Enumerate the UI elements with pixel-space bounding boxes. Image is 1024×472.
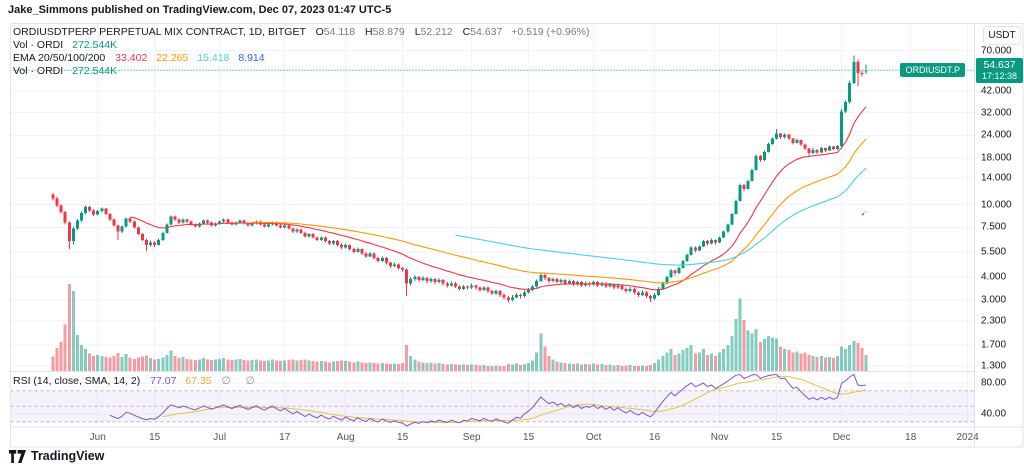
time-axis-label: Dec [832, 432, 851, 443]
candles [51, 55, 868, 303]
time-axis-label: 17 [279, 432, 291, 443]
volume-label: Vol · ORDI [13, 38, 64, 51]
price-axis-label: 40.00 [981, 408, 1007, 420]
rsi-row[interactable]: RSI (14, close, SMA, 14, 2) 77.07 67.35 … [13, 375, 261, 388]
rsi-ma-value: 67.35 [185, 375, 212, 387]
price-axis-label: 14.000 [981, 172, 1012, 184]
rsi-lines [109, 373, 867, 427]
time-axis[interactable]: Jun 15 Jul 17 Aug 15 Sep 15 Oct 16 Nov 15 Dec 18 2024 [0, 427, 1024, 447]
volume2-value: 272.544K [72, 64, 118, 77]
price-axis-label: 32.000 [981, 107, 1012, 119]
volume-row[interactable]: Vol · ORDI 272.544K [13, 39, 589, 52]
price-axis[interactable]: 70.000 42.000 32.000 24.000 18.000 14.000 10.0… [975, 24, 1024, 427]
price-axis-label: 7.500 [981, 221, 1007, 233]
symbol-price-label: ORDIUSDT.P [900, 63, 965, 78]
price-axis-label: 18.000 [981, 152, 1012, 164]
ema-row[interactable]: EMA 20/50/100/200 33.402 22.265 15.418 8… [13, 52, 589, 65]
time-axis-label: 15 [523, 432, 535, 443]
price-axis-label: 5.500 [981, 246, 1007, 258]
bar-countdown: 17:12:38 [981, 71, 1018, 82]
chart-legend: ORDIUSDTPERP PERPETUAL MIX CONTRACT, 1D,… [13, 26, 589, 78]
ema200-value: 8.914 [238, 51, 265, 64]
time-axis-label: Aug [336, 432, 355, 443]
ema20-value: 33.402 [115, 51, 148, 64]
rsi-label: RSI (14, close, SMA, 14, 2) [13, 375, 141, 387]
time-axis-label: 18 [905, 432, 917, 443]
tradingview-attribution[interactable]: TradingView [9, 449, 104, 463]
time-axis-label: 15 [397, 432, 409, 443]
tradingview-logo-icon [9, 449, 26, 463]
ohlc-close: C54.637 [462, 26, 503, 38]
time-axis-label: 2024 [956, 432, 979, 443]
volume2-label: Vol · ORDI [13, 64, 64, 77]
ema100-value: 15.418 [197, 51, 230, 64]
time-axis-label: 15 [771, 432, 783, 443]
tradingview-wordmark: TradingView [31, 449, 105, 463]
last-price-tag: 54.637 17:12:38 [976, 58, 1023, 84]
ema20-line [130, 106, 867, 291]
price-axis-label: 10.000 [981, 199, 1012, 211]
ema-lines [130, 106, 867, 291]
volume-bars [51, 284, 868, 371]
change-value: +0.519 (+0.96%) [511, 26, 590, 38]
ohlc-open: O54.118 [315, 26, 356, 38]
publish-header: Jake_Simmons published on TradingView.co… [8, 4, 392, 16]
symbol-title: ORDIUSDTPERP PERPETUAL MIX CONTRACT, 1D,… [13, 26, 306, 38]
ema-label: EMA 20/50/100/200 [13, 51, 106, 64]
last-price: 54.637 [983, 59, 1016, 72]
price-axis-label: 70.000 [981, 45, 1012, 57]
price-axis-label: 1.300 [981, 360, 1007, 372]
time-axis-label: Jun [89, 432, 106, 443]
time-axis-label: Jul [213, 432, 227, 443]
ema50-line [252, 138, 867, 284]
rsi-empty-values: ∅ ∅ [221, 375, 261, 387]
time-axis-label: Nov [710, 432, 729, 443]
symbol-row[interactable]: ORDIUSDTPERP PERPETUAL MIX CONTRACT, 1D,… [13, 26, 589, 39]
rsi-ma-line [162, 375, 867, 423]
volume-row-2[interactable]: Vol · ORDI 272.544K [13, 65, 589, 78]
ohlc-high: H58.879 [365, 26, 405, 38]
time-axis-label: Sep [462, 432, 481, 443]
ohlc-low: L52.212 [414, 26, 453, 38]
price-axis-label: 80.00 [981, 377, 1007, 389]
currency-toggle-button[interactable]: USDT [983, 26, 1021, 45]
price-axis-label: 4.000 [981, 271, 1007, 283]
price-axis-label: 3.000 [981, 294, 1007, 306]
volume-value: 272.544K [72, 38, 118, 51]
pane-borders [10, 23, 1024, 448]
time-axis-label: 16 [649, 432, 661, 443]
price-axis-label: 42.000 [981, 85, 1012, 97]
ema200-line [861, 210, 867, 216]
price-axis-label: 1.700 [981, 339, 1007, 351]
rsi-line [109, 373, 867, 427]
price-axis-label: 2.300 [981, 315, 1007, 327]
time-axis-label: Oct [585, 432, 602, 443]
price-axis-label: 24.000 [981, 129, 1012, 141]
ema100-line [455, 167, 867, 266]
rsi-band [10, 390, 975, 423]
rsi-legend: RSI (14, close, SMA, 14, 2) 77.07 67.35 … [13, 375, 261, 388]
time-axis-label: 15 [149, 432, 161, 443]
rsi-value: 77.07 [150, 375, 177, 387]
ema50-value: 22.265 [156, 51, 189, 64]
